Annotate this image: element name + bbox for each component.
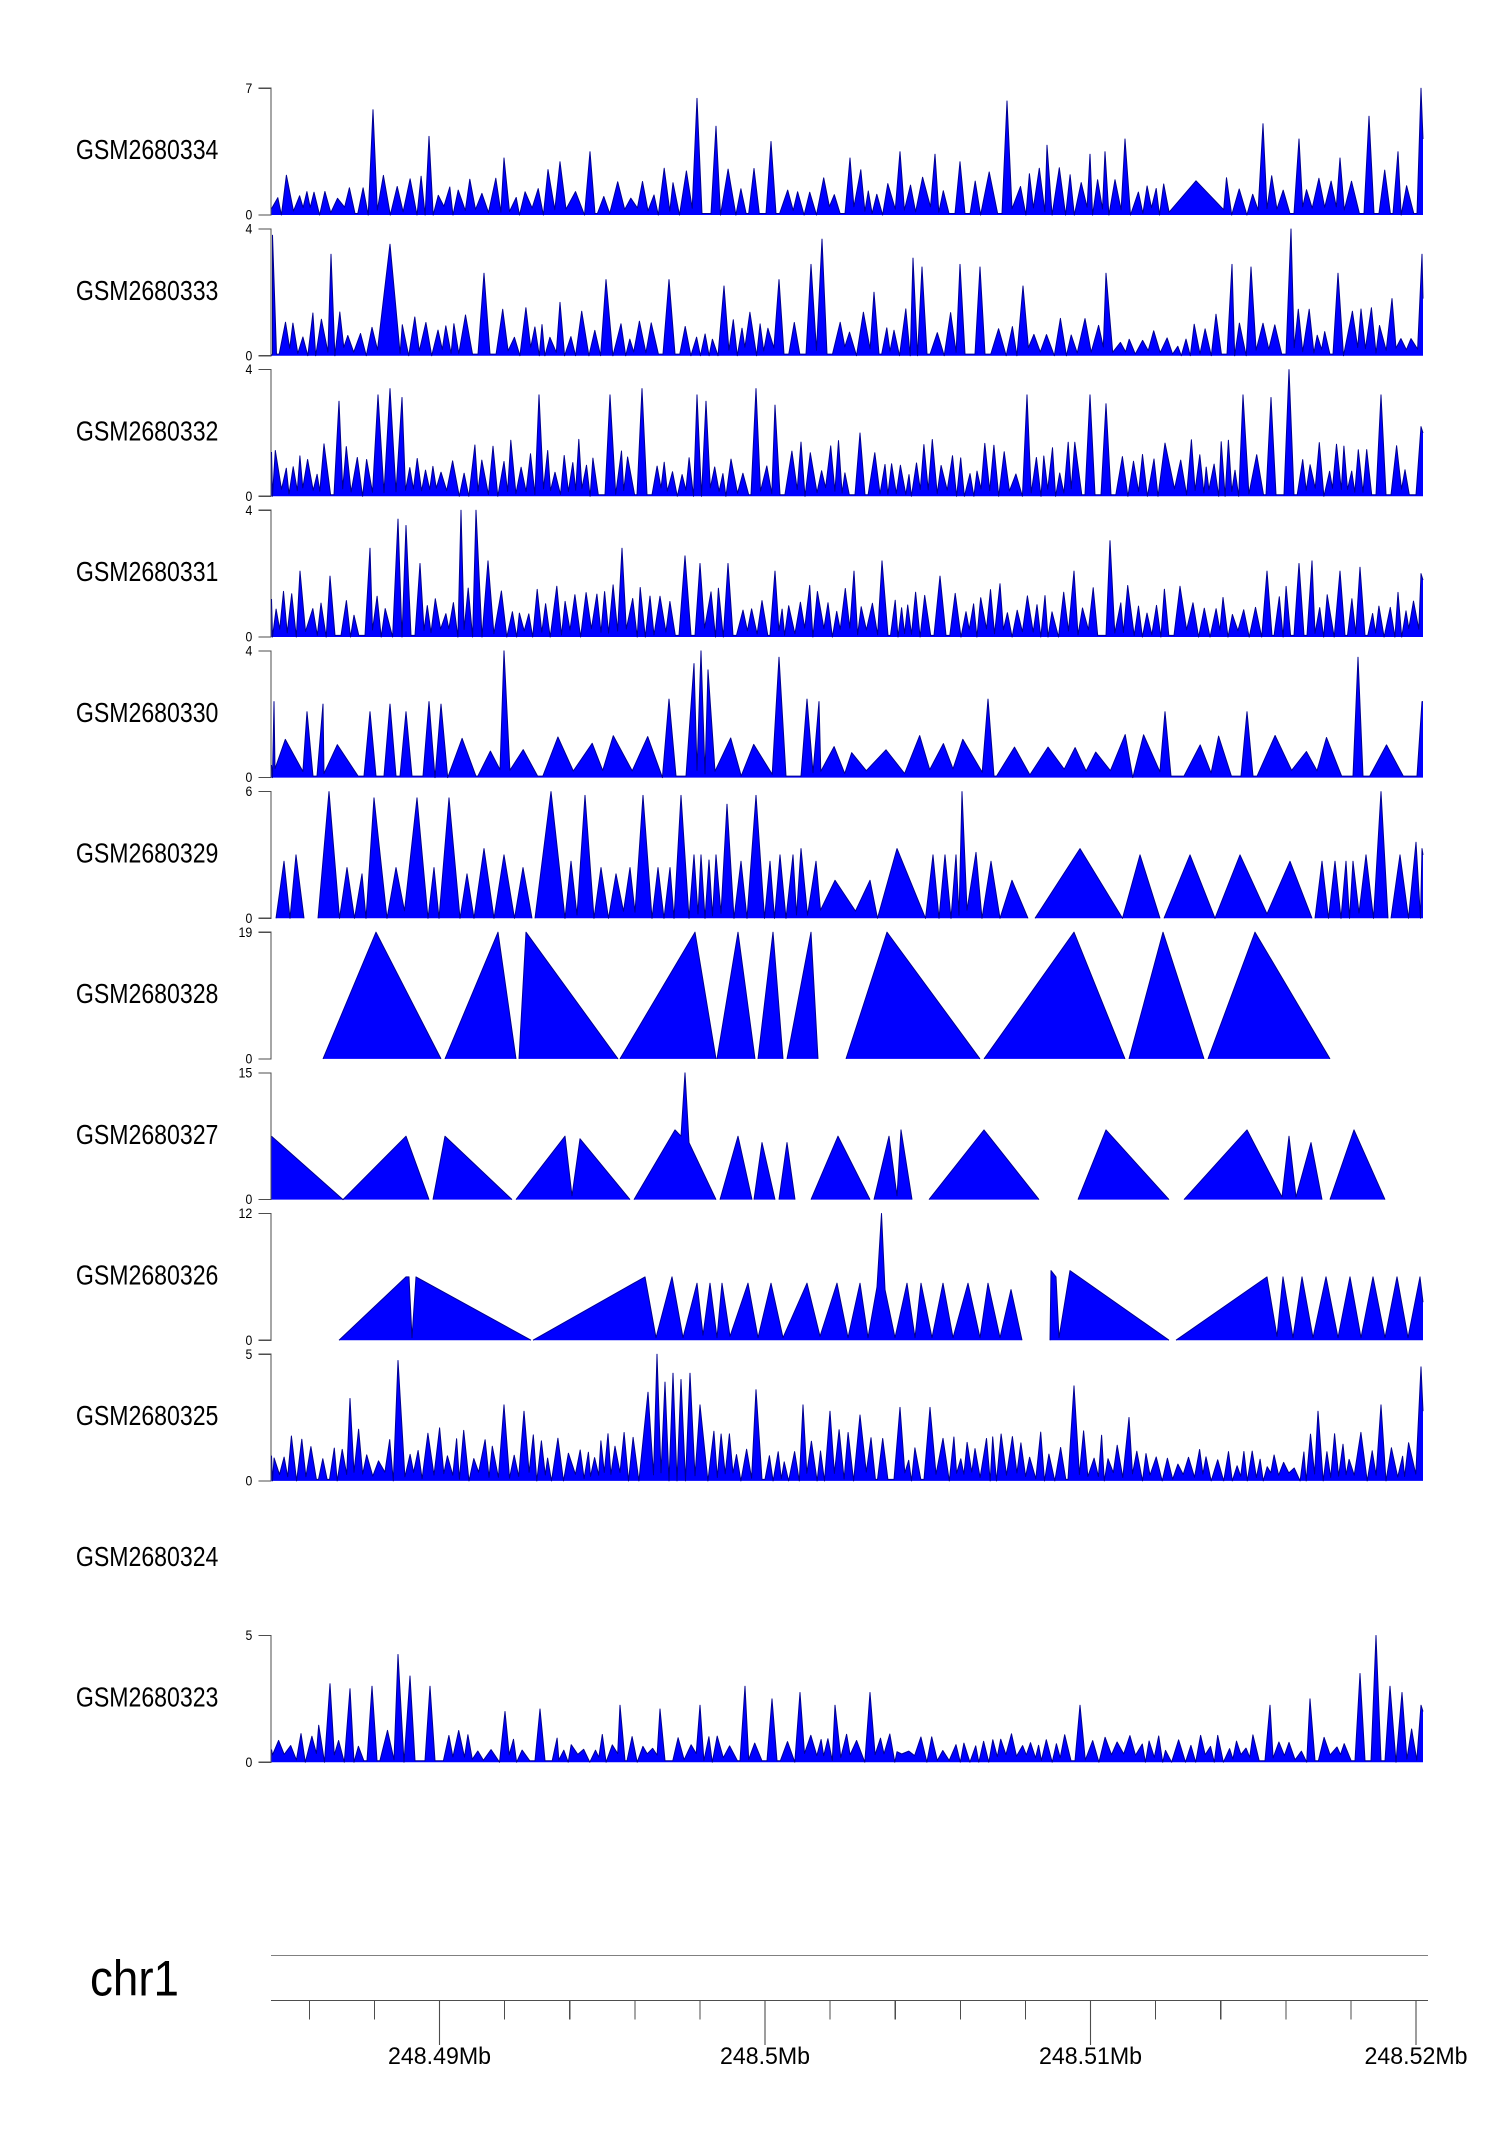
svg-text:0: 0 bbox=[246, 1333, 253, 1348]
svg-text:GSM2680334: GSM2680334 bbox=[76, 134, 219, 165]
svg-text:0: 0 bbox=[246, 1052, 253, 1067]
svg-text:GSM2680326: GSM2680326 bbox=[76, 1259, 219, 1290]
svg-text:7: 7 bbox=[246, 81, 253, 96]
svg-text:GSM2680325: GSM2680325 bbox=[76, 1400, 219, 1431]
svg-text:GSM2680331: GSM2680331 bbox=[76, 556, 219, 587]
svg-text:12: 12 bbox=[239, 1206, 253, 1221]
svg-text:6: 6 bbox=[246, 784, 253, 799]
svg-text:GSM2680329: GSM2680329 bbox=[76, 838, 219, 869]
svg-text:0: 0 bbox=[246, 1192, 253, 1207]
svg-text:5: 5 bbox=[246, 1347, 253, 1362]
svg-text:4: 4 bbox=[246, 362, 253, 377]
svg-text:GSM2680323: GSM2680323 bbox=[76, 1681, 219, 1712]
svg-text:GSM2680333: GSM2680333 bbox=[76, 275, 219, 306]
svg-text:4: 4 bbox=[246, 644, 253, 659]
svg-text:19: 19 bbox=[239, 925, 253, 940]
svg-text:248.51Mb: 248.51Mb bbox=[1039, 2043, 1142, 2070]
svg-text:5: 5 bbox=[246, 1628, 253, 1643]
svg-text:248.49Mb: 248.49Mb bbox=[388, 2043, 491, 2070]
svg-text:4: 4 bbox=[246, 503, 253, 518]
svg-text:0: 0 bbox=[246, 489, 253, 504]
svg-text:GSM2680324: GSM2680324 bbox=[76, 1541, 219, 1572]
svg-text:15: 15 bbox=[239, 1066, 253, 1081]
svg-text:0: 0 bbox=[246, 208, 253, 223]
svg-text:GSM2680327: GSM2680327 bbox=[76, 1119, 219, 1150]
svg-text:0: 0 bbox=[246, 1755, 253, 1770]
svg-text:248.5Mb: 248.5Mb bbox=[720, 2043, 810, 2070]
svg-text:248.52Mb: 248.52Mb bbox=[1365, 2043, 1468, 2070]
svg-text:0: 0 bbox=[246, 770, 253, 785]
svg-text:GSM2680332: GSM2680332 bbox=[76, 416, 219, 447]
svg-text:0: 0 bbox=[246, 630, 253, 645]
svg-text:0: 0 bbox=[246, 348, 253, 363]
svg-text:4: 4 bbox=[246, 222, 253, 237]
svg-text:0: 0 bbox=[246, 1474, 253, 1489]
svg-text:GSM2680330: GSM2680330 bbox=[76, 697, 219, 728]
svg-text:0: 0 bbox=[246, 911, 253, 926]
svg-text:chr1: chr1 bbox=[90, 1950, 179, 2006]
svg-text:GSM2680328: GSM2680328 bbox=[76, 978, 219, 1009]
